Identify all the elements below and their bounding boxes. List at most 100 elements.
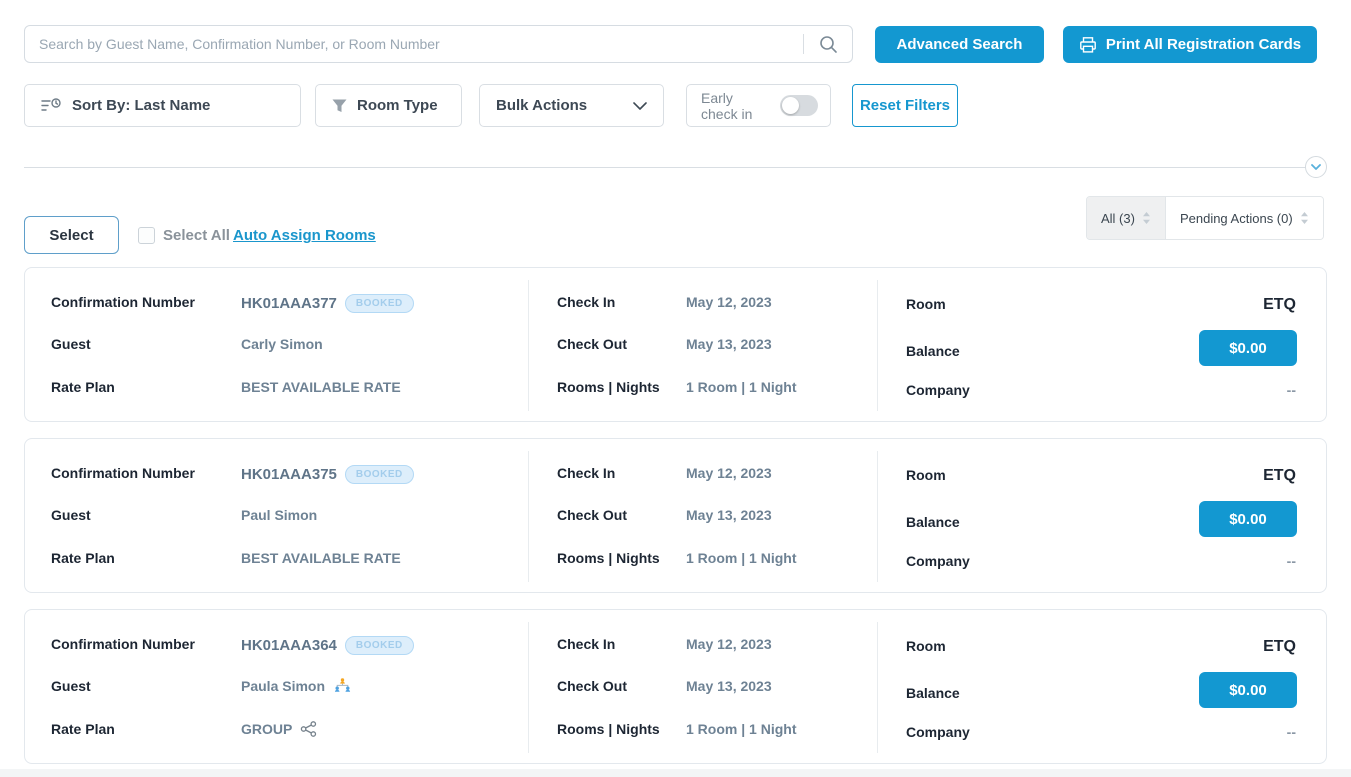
search-button[interactable] bbox=[804, 26, 852, 62]
tab-pending-actions-label: Pending Actions (0) bbox=[1179, 210, 1293, 226]
rate-plan-label: Rate Plan bbox=[51, 550, 115, 566]
rate-plan-value: GROUP bbox=[241, 721, 317, 737]
room-label: Room bbox=[906, 296, 946, 312]
status-badge: BOOKED bbox=[344, 636, 414, 655]
check-in-value: May 12, 2023 bbox=[686, 294, 772, 310]
sort-by-label: Sort By: Last Name bbox=[72, 97, 211, 114]
guest-label: Guest bbox=[51, 336, 91, 352]
bulk-actions-label: Bulk Actions bbox=[496, 97, 588, 114]
confirmation-number-label: Confirmation Number bbox=[51, 465, 195, 481]
check-in-label: Check In bbox=[557, 294, 616, 310]
rooms-nights-label: Rooms | Nights bbox=[557, 721, 660, 737]
card-column-divider bbox=[877, 280, 878, 411]
balance-button[interactable]: $0.00 bbox=[1199, 330, 1297, 366]
guest-value: Paul Simon bbox=[241, 507, 318, 523]
room-type-label: Room Type bbox=[357, 97, 438, 114]
select-all-label: Select All bbox=[163, 227, 230, 244]
sort-by-icon bbox=[41, 97, 62, 114]
rate-plan-label: Rate Plan bbox=[51, 721, 115, 737]
filters-divider bbox=[24, 167, 1306, 168]
guest-value: Paula Simon bbox=[241, 678, 352, 694]
rate-plan-label: Rate Plan bbox=[51, 379, 115, 395]
auto-assign-rooms-link[interactable]: Auto Assign Rooms bbox=[233, 227, 376, 244]
sort-by-dropdown[interactable]: Sort By: Last Name bbox=[24, 84, 301, 127]
confirmation-number-value: HK01AAA377 BOOKED bbox=[241, 294, 414, 313]
check-in-label: Check In bbox=[557, 636, 616, 652]
check-in-value: May 12, 2023 bbox=[686, 636, 772, 652]
room-label: Room bbox=[906, 467, 946, 483]
reset-filters-button[interactable]: Reset Filters bbox=[852, 84, 958, 127]
tab-all-label: All (3) bbox=[1101, 210, 1135, 226]
balance-label: Balance bbox=[906, 685, 960, 701]
room-type-filter[interactable]: Room Type bbox=[315, 84, 462, 127]
early-check-in-toggle[interactable] bbox=[780, 95, 818, 116]
rooms-nights-value: 1 Room | 1 Night bbox=[686, 721, 797, 737]
rate-plan-value: BEST AVAILABLE RATE bbox=[241, 379, 401, 395]
rooms-nights-label: Rooms | Nights bbox=[557, 379, 660, 395]
advanced-search-button[interactable]: Advanced Search bbox=[875, 26, 1044, 63]
status-badge: BOOKED bbox=[344, 465, 414, 484]
up-down-arrows-icon bbox=[1300, 212, 1309, 224]
card-column-divider bbox=[528, 451, 529, 582]
check-out-value: May 13, 2023 bbox=[686, 678, 772, 694]
reservation-tabs: All (3) Pending Actions (0) bbox=[1086, 196, 1324, 240]
up-down-arrows-icon bbox=[1142, 212, 1151, 224]
page-bottom-strip bbox=[0, 769, 1351, 777]
print-all-registration-cards-button[interactable]: Print All Registration Cards bbox=[1063, 26, 1317, 63]
filter-funnel-icon bbox=[332, 99, 347, 113]
company-value: -- bbox=[1286, 724, 1296, 740]
room-value: ETQ bbox=[1263, 296, 1296, 313]
company-label: Company bbox=[906, 724, 970, 740]
company-value: -- bbox=[1286, 382, 1296, 398]
check-out-value: May 13, 2023 bbox=[686, 336, 772, 352]
reservation-card[interactable]: Confirmation Number HK01AAA377 BOOKED Gu… bbox=[24, 267, 1327, 422]
confirmation-number-value: HK01AAA364 BOOKED bbox=[241, 636, 414, 655]
rate-plan-value: BEST AVAILABLE RATE bbox=[241, 550, 401, 566]
guest-search-box bbox=[24, 25, 853, 63]
guest-value: Carly Simon bbox=[241, 336, 323, 352]
advanced-search-label: Advanced Search bbox=[896, 36, 1023, 53]
printer-icon bbox=[1079, 36, 1097, 54]
check-out-label: Check Out bbox=[557, 507, 628, 523]
search-divider bbox=[803, 34, 804, 54]
rooms-nights-value: 1 Room | 1 Night bbox=[686, 550, 797, 566]
balance-button[interactable]: $0.00 bbox=[1199, 501, 1297, 537]
balance-label: Balance bbox=[906, 514, 960, 530]
check-in-value: May 12, 2023 bbox=[686, 465, 772, 481]
bulk-actions-dropdown[interactable]: Bulk Actions bbox=[479, 84, 664, 127]
collapse-filters-button[interactable] bbox=[1305, 156, 1327, 178]
print-all-label: Print All Registration Cards bbox=[1105, 36, 1302, 53]
company-value: -- bbox=[1286, 553, 1296, 569]
select-all-checkbox[interactable] bbox=[138, 227, 155, 244]
card-column-divider bbox=[877, 622, 878, 753]
share-nodes-icon bbox=[300, 721, 317, 737]
card-column-divider bbox=[528, 280, 529, 411]
chevron-down-circle-icon bbox=[1311, 164, 1321, 170]
confirmation-number-label: Confirmation Number bbox=[51, 636, 195, 652]
guest-label: Guest bbox=[51, 678, 91, 694]
room-value: ETQ bbox=[1263, 638, 1296, 655]
company-label: Company bbox=[906, 553, 970, 569]
card-column-divider bbox=[528, 622, 529, 753]
early-check-in-label: Early check in bbox=[701, 89, 753, 122]
room-label: Room bbox=[906, 638, 946, 654]
card-column-divider bbox=[877, 451, 878, 582]
tab-pending-actions[interactable]: Pending Actions (0) bbox=[1164, 197, 1323, 239]
search-input[interactable] bbox=[25, 36, 803, 52]
group-hierarchy-icon bbox=[333, 678, 352, 694]
check-in-label: Check In bbox=[557, 465, 616, 481]
chevron-down-icon bbox=[633, 101, 647, 110]
select-button[interactable]: Select bbox=[24, 216, 119, 254]
rooms-nights-value: 1 Room | 1 Night bbox=[686, 379, 797, 395]
room-value: ETQ bbox=[1263, 467, 1296, 484]
reservation-card[interactable]: Confirmation Number HK01AAA375 BOOKED Gu… bbox=[24, 438, 1327, 593]
check-out-label: Check Out bbox=[557, 336, 628, 352]
search-icon bbox=[818, 34, 838, 54]
tab-all[interactable]: All (3) bbox=[1087, 197, 1165, 239]
confirmation-number-value: HK01AAA375 BOOKED bbox=[241, 465, 414, 484]
early-check-in-filter: Early check in bbox=[686, 84, 831, 127]
balance-button[interactable]: $0.00 bbox=[1199, 672, 1297, 708]
check-out-value: May 13, 2023 bbox=[686, 507, 772, 523]
company-label: Company bbox=[906, 382, 970, 398]
reservation-card[interactable]: Confirmation Number HK01AAA364 BOOKED Gu… bbox=[24, 609, 1327, 764]
